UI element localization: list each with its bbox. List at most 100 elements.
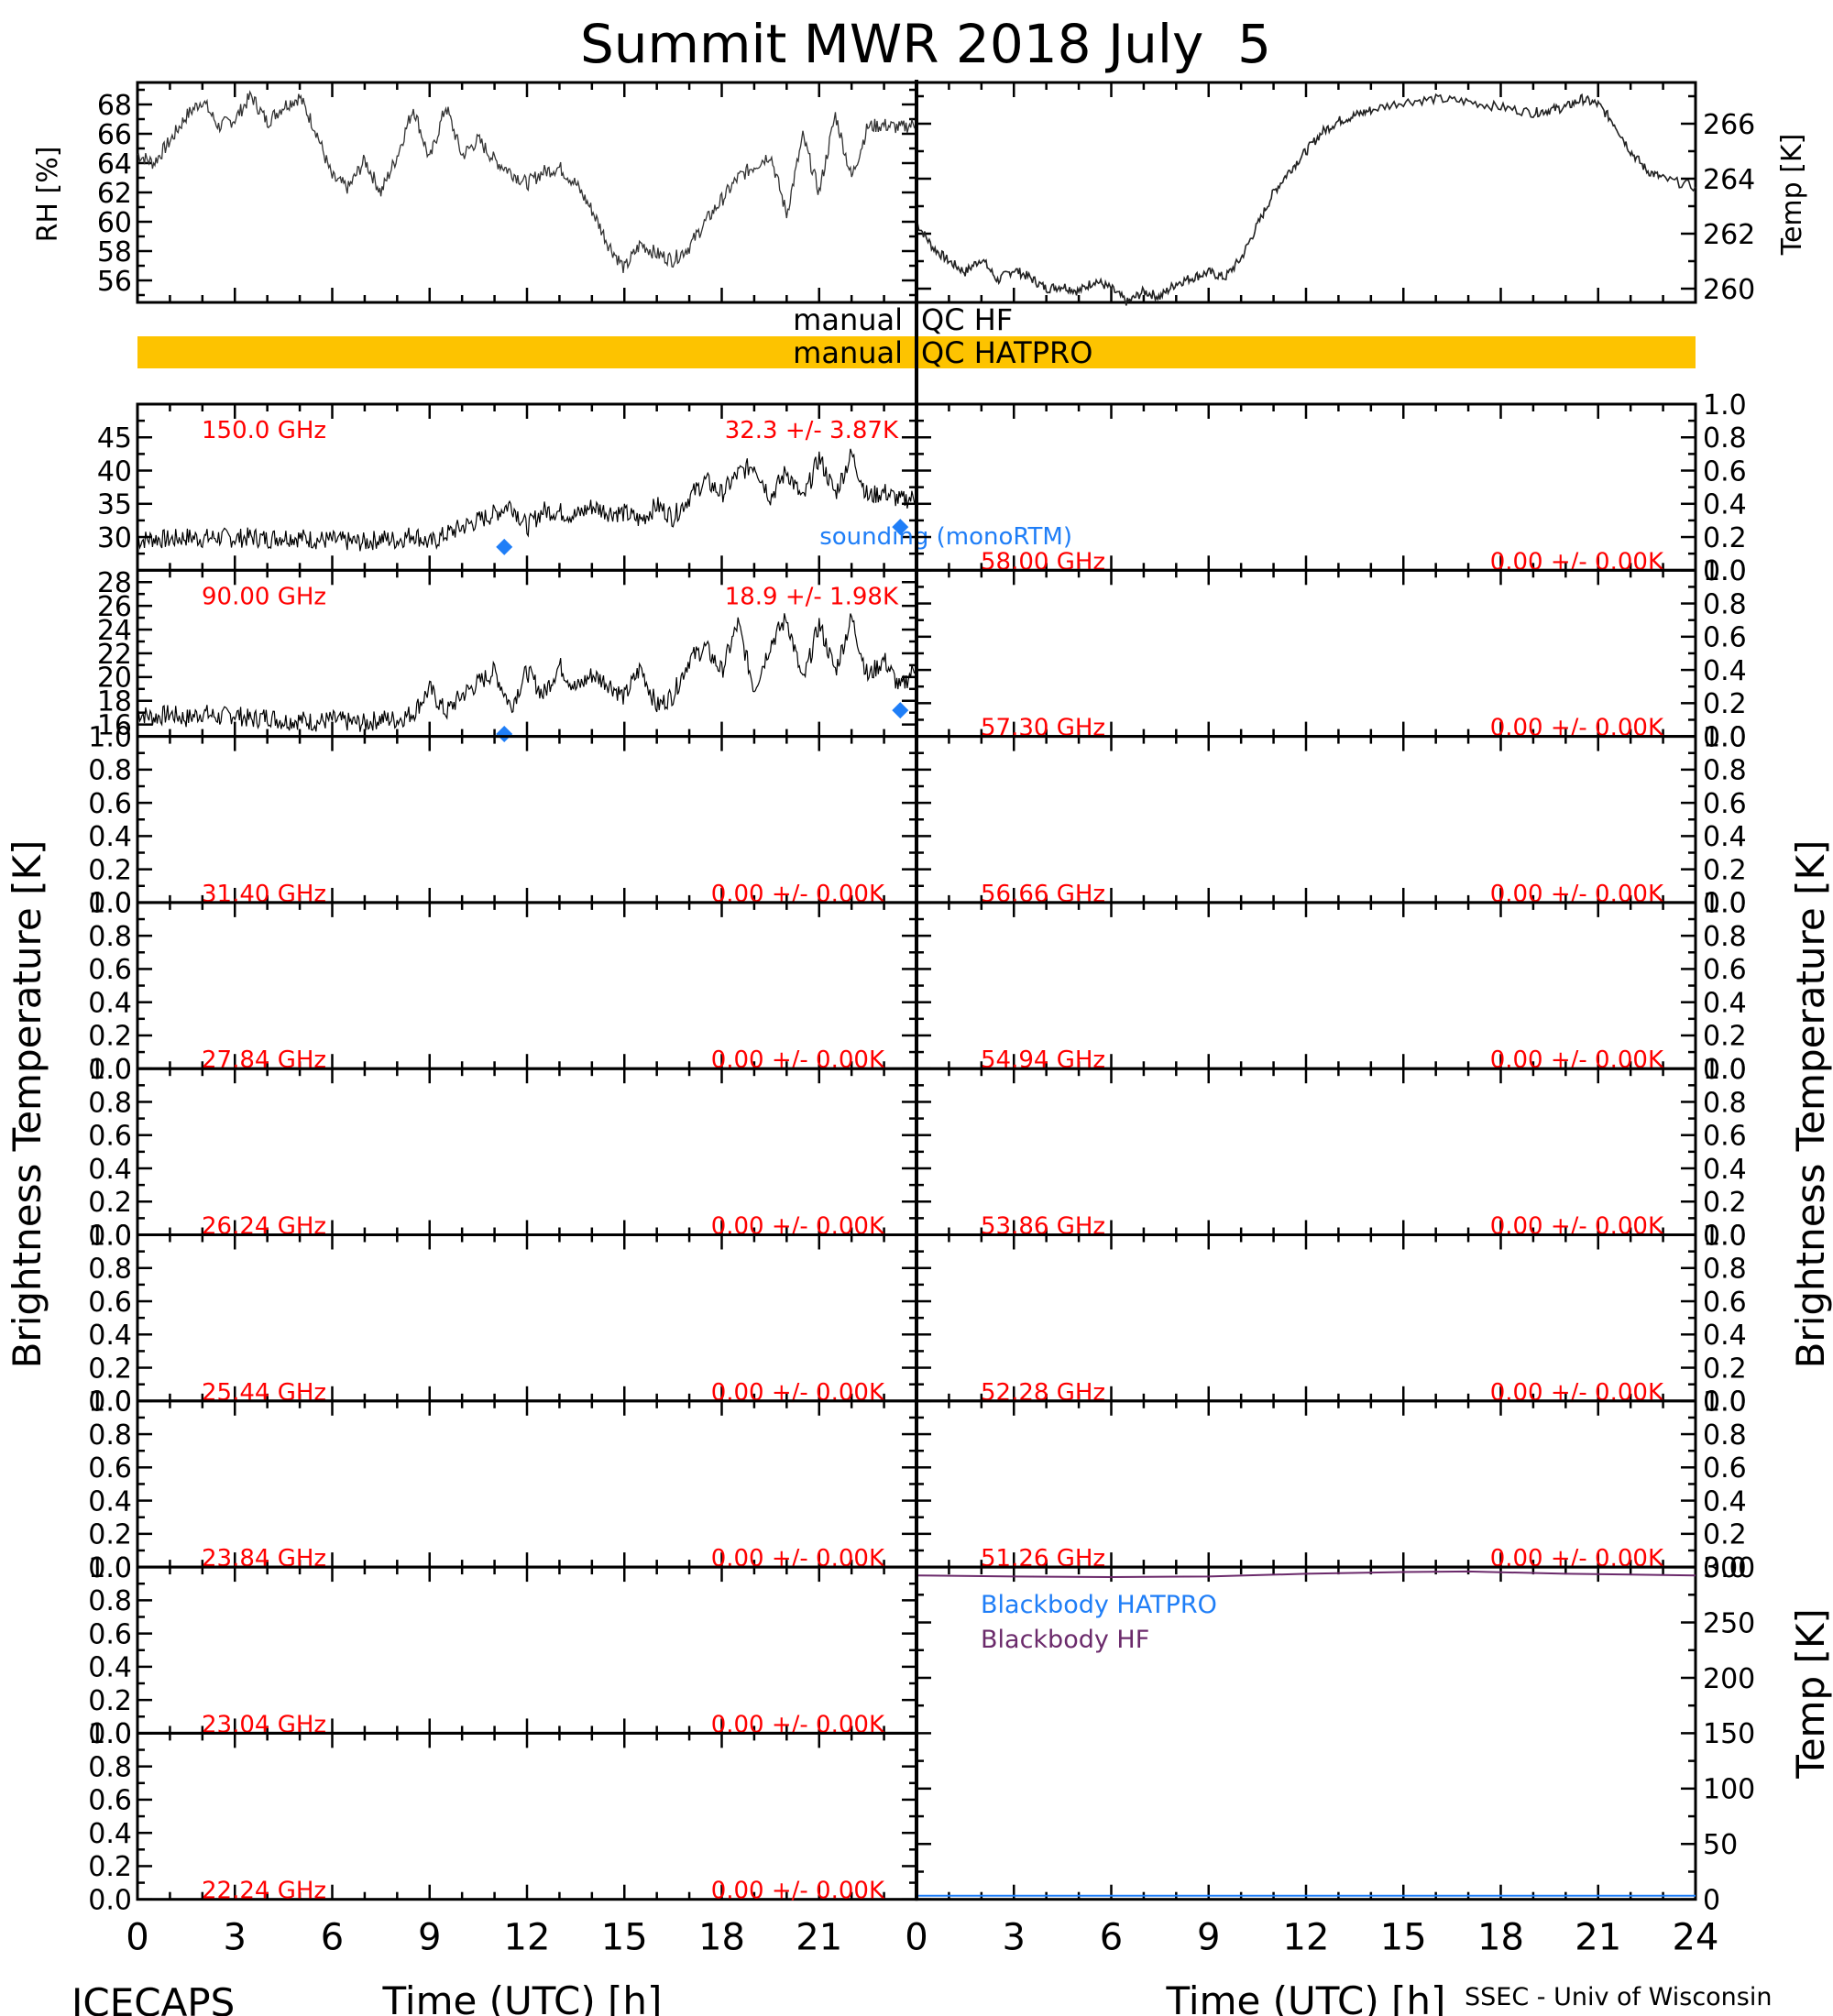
y-tick-label: 0.2 (88, 1021, 132, 1053)
y-tick-label: 0.6 (88, 1618, 132, 1650)
y-tick-label: 0.4 (88, 821, 132, 853)
y-tick-label: 16 (97, 709, 132, 741)
y-tick-label: 0.8 (88, 1751, 132, 1783)
x-tick-label: 9 (1197, 1917, 1220, 1959)
freq-label: 22.24 GHz (202, 1878, 326, 1905)
y-tick-label: 0.8 (1703, 1419, 1747, 1452)
y-tick-label: 0.6 (1703, 788, 1747, 820)
blackbody-hf-line (916, 1570, 1696, 1579)
y-tick-label: 0.8 (88, 1419, 132, 1452)
y-tick-label: 0.8 (88, 1087, 132, 1119)
qc-hf-manual-label: manual (793, 302, 903, 337)
y-tick-label: 0.8 (88, 1254, 132, 1286)
y-tick-label: 62 (97, 178, 132, 210)
y-tick-label: 0.0 (1703, 721, 1747, 753)
y-tick-label: 0.4 (1703, 821, 1747, 853)
y-tick-label: 30 (97, 522, 132, 554)
y-tick-label: 0.8 (88, 755, 132, 787)
y-tick-label: 60 (97, 207, 132, 239)
y-tick-label: 0.8 (1703, 588, 1747, 620)
y-tick-label: 0.4 (88, 1485, 132, 1517)
y-tick-label: 26 (97, 591, 132, 623)
y-tick-label: 0.6 (88, 1287, 132, 1319)
sounding-note: sounding (monoRTM) (819, 523, 1072, 551)
y-tick-label: 0.2 (88, 1519, 132, 1551)
rh-y-axis-label: RH [%] (32, 147, 64, 243)
sounding-marker (892, 519, 909, 536)
y-tick-label: 0 (1703, 1885, 1720, 1917)
x-tick-label: 0 (126, 1917, 148, 1959)
figure-title: Summit MWR 2018 July 5 (580, 13, 1271, 75)
x-tick-labels: 0 3 6 9 12 15 18 21 0 3 6 9 12 15 18 21 24 (126, 1917, 1718, 1959)
stats-label: 18.9 +/- 1.98K (725, 583, 899, 610)
y-tick-label: 0.6 (88, 1121, 132, 1153)
stats-label: 32.3 +/- 3.87K (725, 417, 899, 444)
legend-blackbody-hf: Blackbody HF (981, 1626, 1149, 1654)
y-tick-label: 0.0 (88, 1552, 132, 1584)
y-tick-label: 0.4 (1703, 1154, 1747, 1186)
y-tick-label: 0.2 (1703, 522, 1747, 554)
y-tick-label: 0.4 (88, 987, 132, 1019)
y-tick-label: 0.6 (1703, 954, 1747, 986)
y-tick-label: 0.6 (1703, 455, 1747, 488)
y-tick-label: 1.0 (1703, 721, 1747, 753)
y-tick-label: 0.2 (88, 1851, 132, 1883)
bb-y-axis-label: Temp [K] (1788, 1608, 1833, 1780)
y-tick-label: 0.2 (88, 1187, 132, 1219)
y-tick-label: 0.6 (1703, 1452, 1747, 1485)
y-tick-label: 0.8 (88, 1585, 132, 1617)
y-tick-label: 1.0 (88, 888, 132, 920)
x-tick-label: 15 (1380, 1917, 1427, 1959)
rh-trace (137, 90, 917, 273)
x-tick-label: 15 (601, 1917, 648, 1959)
y-tick-label: 1.0 (1703, 555, 1747, 587)
y-tick-label: 1.0 (1703, 1386, 1747, 1419)
x-tick-label: 21 (1575, 1917, 1621, 1959)
y-tick-label: 0.2 (1703, 688, 1747, 720)
y-tick-label: 200 (1703, 1663, 1755, 1695)
y-tick-label: 0.2 (88, 1353, 132, 1385)
y-tick-label: 66 (97, 119, 132, 151)
y-tick-label: 260 (1703, 274, 1755, 306)
x-tick-label: 3 (224, 1917, 247, 1959)
x-tick-label: 12 (504, 1917, 551, 1959)
y-tick-label: 0.8 (1703, 422, 1747, 455)
y-tick-label: 0.4 (1703, 1485, 1747, 1517)
y-tick-label: 0.6 (88, 1452, 132, 1485)
y-tick-label: 262 (1703, 219, 1755, 251)
y-tick-label: 40 (97, 455, 132, 488)
y-tick-label: 0.4 (1703, 655, 1747, 687)
footer-ssec: SSEC - Univ of Wisconsin (1465, 1983, 1772, 2011)
y-tick-label: 0.2 (88, 854, 132, 886)
x-axis-label-left: Time (UTC) [h] (382, 1978, 663, 2016)
y-tick-label: 0.8 (1703, 921, 1747, 953)
y-tick-label: 0.6 (1703, 1287, 1747, 1319)
blackbody-panel: 0 50 100 150 200 250 300 Blackbody HATPRO Blackb… (915, 1552, 1755, 1917)
sounding-marker (496, 726, 513, 743)
y-tick-label: 1.0 (88, 721, 132, 753)
y-tick-label: 0.6 (1703, 622, 1747, 654)
y-tick-label: 68 (97, 90, 132, 122)
y-tick-label: 0.6 (88, 788, 132, 820)
qc-hatpro-manual-label: manual (793, 335, 903, 370)
x-tick-label: 24 (1673, 1917, 1719, 1959)
y-tick-label: 0.8 (88, 921, 132, 953)
y-tick-label: 0.0 (1703, 1054, 1747, 1086)
y-tick-label: 1.0 (88, 1552, 132, 1584)
y-tick-label: 0.0 (1703, 888, 1747, 920)
y-tick-label: 1.0 (88, 1054, 132, 1086)
y-tick-label: 0.8 (1703, 1087, 1747, 1119)
y-tick-label: 0.6 (1703, 1121, 1747, 1153)
y-tick-label: 0.0 (88, 1885, 132, 1917)
x-tick-label: 21 (796, 1917, 842, 1959)
y-tick-label: 50 (1703, 1829, 1738, 1861)
y-tick-label: 0.2 (88, 1685, 132, 1717)
y-tick-label: 1.0 (1703, 389, 1747, 422)
y-tick-label: 0.8 (1703, 755, 1747, 787)
y-tick-label: 28 (97, 567, 132, 599)
y-tick-label: 0.6 (88, 1785, 132, 1817)
y-tick-label: 1.0 (88, 1718, 132, 1750)
tb-panel-tb_left_9: 0.00.20.40.60.81.022.24 GHz 0.00 +/- 0.00… (88, 1718, 918, 1917)
